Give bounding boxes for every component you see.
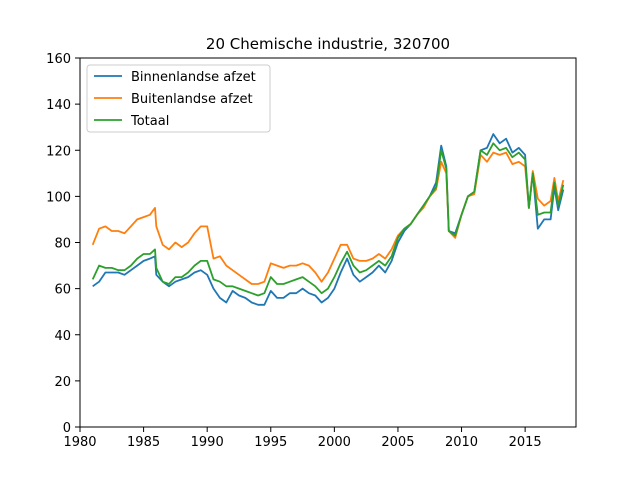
series-line-2 xyxy=(91,142,565,297)
x-tick-label: 2015 xyxy=(509,435,542,450)
x-tick-label: 1995 xyxy=(254,435,287,450)
x-axis: 1980 1985 1990 1995 2000 2005 2010 2015 xyxy=(63,427,542,450)
y-tick-label: 160 xyxy=(46,52,71,67)
y-tick-label: 20 xyxy=(54,375,71,390)
legend-box xyxy=(86,64,271,133)
x-tick-label: 1985 xyxy=(127,435,160,450)
y-tick-label: 140 xyxy=(46,98,71,113)
legend-label-0: Binnenlandse afzet xyxy=(131,70,256,85)
x-tick-label: 2000 xyxy=(318,435,351,450)
y-tick-label: 0 xyxy=(63,421,71,436)
series-line-1 xyxy=(91,151,565,285)
chart-title: 20 Chemische industrie, 320700 xyxy=(206,35,450,53)
y-axis: 0 20 40 60 80 100 120 140 160 xyxy=(46,52,80,436)
plot-lines xyxy=(91,133,565,306)
legend-label-2: Totaal xyxy=(130,114,169,129)
y-tick-label: 100 xyxy=(46,190,71,205)
y-tick-label: 60 xyxy=(54,283,71,298)
legend-label-1: Buitenlandse afzet xyxy=(131,92,253,107)
x-tick-label: 2005 xyxy=(381,435,414,450)
y-tick-label: 80 xyxy=(54,237,71,252)
x-tick-label: 1980 xyxy=(63,435,96,450)
x-tick-label: 1990 xyxy=(191,435,224,450)
x-tick-label: 2010 xyxy=(445,435,478,450)
y-tick-label: 40 xyxy=(54,329,71,344)
y-tick-label: 120 xyxy=(46,144,71,159)
series-line-0 xyxy=(92,133,565,306)
legend: Binnenlandse afzet Buitenlandse afzet Tota… xyxy=(86,64,271,133)
